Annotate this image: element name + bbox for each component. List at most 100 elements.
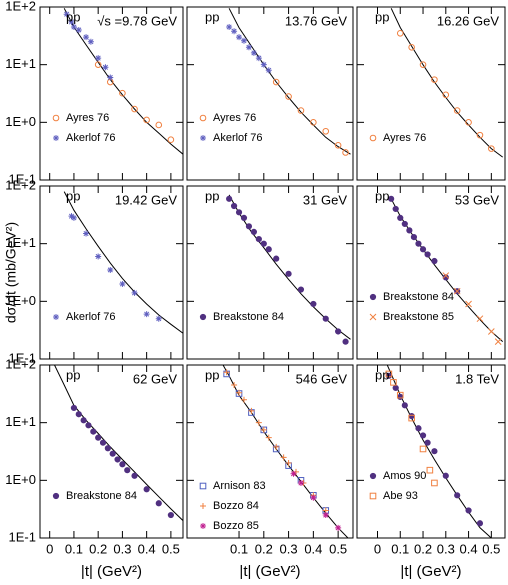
data-point [297,286,305,293]
data-point [260,61,267,68]
model-curve [63,8,183,155]
data-point [63,11,70,18]
x-tick-label: 0.3 [280,541,298,556]
y-tick-label: 1E+2 [5,356,36,371]
data-point [250,228,257,235]
annotation: 1.8 TeV [455,371,499,386]
data-point [310,300,317,308]
data-point [415,240,422,247]
data-point [250,49,257,56]
annotation: 13.76 GeV [285,13,347,28]
data-point [236,389,243,396]
data-point [240,214,248,221]
data-point [80,417,87,424]
data-point [245,223,253,230]
data-point [102,64,109,71]
data-point [401,402,408,409]
data-point [396,391,404,399]
legend-label: Breakstone 85 [383,311,454,323]
data-point [388,195,395,202]
annotation: 16.26 GeV [437,13,499,28]
data-point [245,44,252,51]
x-tick-label: 0 [374,541,381,556]
x-tick-label: 0.5 [329,541,347,556]
x-tick-label: 0.3 [113,541,131,556]
data-point [124,467,131,474]
data-point [119,89,126,97]
data-point [230,202,238,210]
data-point [107,266,114,273]
legend-marker [53,135,59,141]
model-curve [228,8,351,155]
legend-label: Akerlof 76 [66,132,116,144]
annotation: pp [66,367,80,382]
data-point [119,461,126,468]
data-point [335,524,342,531]
x-tick-label: 0.1 [230,541,248,556]
legend-marker [369,313,377,321]
plot-area [54,365,183,521]
data-point [114,456,121,463]
model-curve [63,191,183,334]
data-point [131,289,138,296]
plot-area [222,365,349,538]
data-point [392,384,399,392]
data-point [453,287,461,295]
data-point [155,315,162,322]
y-tick-label: 1E+2 [5,0,36,13]
annotation: √s =9.78 GeV [97,13,177,28]
data-point [419,432,427,439]
data-point [442,272,450,279]
data-point [99,439,107,446]
data-point [231,381,238,388]
legend-marker [369,293,377,301]
legend-label: Bozzo 84 [213,500,259,512]
data-point [236,34,243,41]
data-point [465,300,472,308]
data-point [322,315,329,322]
data-point [155,500,162,507]
legend-label: Bozzo 85 [213,520,259,532]
data-point [265,246,272,253]
legend-marker [200,135,206,141]
data-point [415,425,422,432]
annotation: pp [375,9,389,24]
data-point [167,511,174,519]
data-point [70,23,77,30]
data-point [104,445,111,452]
data-point [95,253,102,260]
y-tick-label: 1E+0 [5,114,36,129]
data-point [426,466,434,474]
data-point [272,78,280,86]
data-point [401,220,408,228]
data-point [419,61,427,68]
data-point [290,470,297,477]
legend-marker [369,492,377,500]
data-point [431,479,438,487]
legend-marker [52,114,60,122]
data-point [75,26,82,33]
data-point [143,311,150,318]
data-point [488,145,495,152]
data-point [285,270,292,277]
x-tick-label: 0.3 [437,541,455,556]
legend-label: Breakstone 84 [66,490,137,502]
x-tick-label: 0 [46,541,53,556]
panel-frame [186,364,354,539]
y-tick-label: 1E+0 [5,293,36,308]
annotation: pp [66,9,80,24]
x-tick-label: 0.2 [255,541,273,556]
data-point [95,434,102,441]
annotation: 62 GeV [133,371,177,386]
model-curve [222,365,349,538]
data-point [273,255,280,262]
legend-label: Akerlof 76 [213,132,263,144]
annotation: 31 GeV [303,192,347,207]
data-point [131,472,138,479]
x-tick-label: 0.4 [460,541,478,556]
data-point [265,67,272,74]
panel-frame [39,6,184,181]
data-point [397,393,404,400]
data-point [453,107,461,114]
x-tick-label: 0.5 [482,541,500,556]
